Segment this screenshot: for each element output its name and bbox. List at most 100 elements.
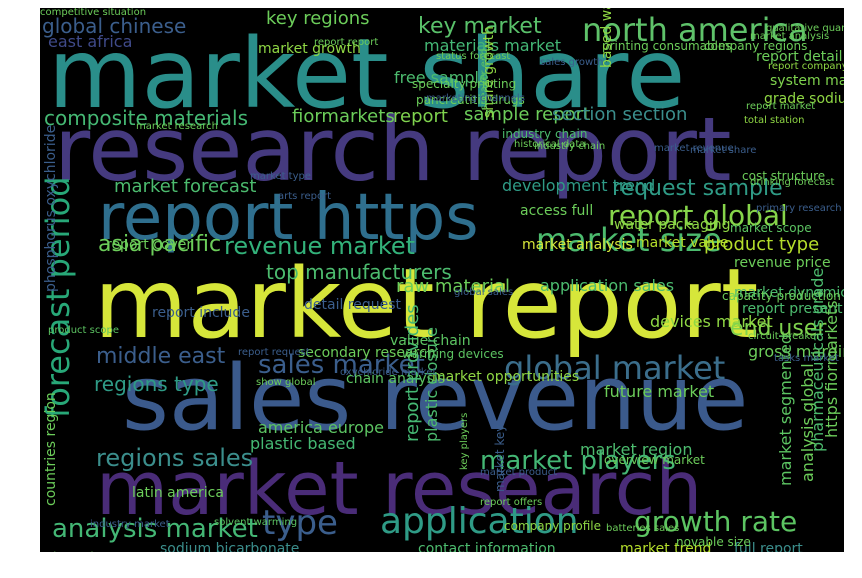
cloud-word: oxychloride market bbox=[340, 367, 437, 378]
cloud-word: global sales bbox=[454, 287, 514, 298]
cloud-word: water packaging bbox=[614, 217, 731, 233]
cloud-word: sales growth bbox=[540, 57, 604, 68]
cloud-word: grade sodium bbox=[764, 91, 844, 107]
cloud-word: market share bbox=[48, 18, 686, 130]
cloud-word: application bbox=[380, 501, 579, 542]
cloud-word: capacity production bbox=[722, 289, 841, 303]
cloud-word: market product bbox=[480, 467, 558, 478]
cloud-word: detail request bbox=[304, 297, 402, 313]
cloud-word: report company bbox=[768, 61, 844, 72]
cloud-word: qualitative quantitative bbox=[766, 23, 844, 34]
cloud-word: growth rate bbox=[634, 505, 798, 538]
cloud-word: report global bbox=[608, 199, 788, 232]
cloud-word: product scope bbox=[48, 325, 119, 336]
cloud-word: novable size bbox=[676, 535, 751, 549]
cloud-word: primary research bbox=[756, 203, 842, 214]
cloud-word: chain analysis bbox=[346, 371, 446, 387]
cloud-word: show global bbox=[256, 377, 316, 388]
cloud-word: market report bbox=[94, 248, 759, 360]
cloud-word: type bbox=[262, 503, 338, 543]
cloud-word: countries region bbox=[43, 392, 59, 506]
cloud-word: regions type bbox=[94, 372, 219, 396]
cloud-word: industry chain bbox=[534, 141, 606, 152]
cloud-word: warming devices bbox=[402, 347, 504, 361]
cloud-word: report market bbox=[746, 101, 816, 112]
cloud-word: market value bbox=[636, 235, 729, 251]
cloud-word: development trend bbox=[502, 176, 656, 195]
cloud-word: market dynamics bbox=[734, 285, 844, 301]
cloud-word: printing consumables bbox=[602, 39, 732, 53]
cloud-word: fiormarkets bbox=[292, 106, 395, 127]
cloud-word: key market bbox=[418, 14, 542, 39]
cloud-word: phosphorus oxychloride bbox=[43, 124, 59, 292]
cloud-word: request sample bbox=[612, 176, 783, 201]
word-cloud: market share research report market report… bbox=[40, 8, 844, 552]
cloud-word: pancreatitis drugs bbox=[416, 93, 525, 107]
cloud-word: report cover bbox=[106, 237, 193, 253]
cloud-word: industry chain bbox=[502, 127, 588, 141]
cloud-word: competitive situation bbox=[40, 8, 147, 18]
cloud-word: market analysis bbox=[750, 31, 830, 42]
cloud-word: secondary research bbox=[298, 345, 436, 361]
cloud-word: report bbox=[393, 106, 448, 127]
cloud-word: regions sales bbox=[96, 444, 254, 472]
cloud-word: plastic based bbox=[250, 434, 356, 453]
cloud-word: full report bbox=[734, 541, 803, 552]
cloud-word: east africa bbox=[48, 32, 133, 51]
cloud-word: report offers bbox=[480, 497, 543, 508]
cloud-word: key regions bbox=[266, 8, 370, 29]
cloud-word: batteries sales bbox=[606, 523, 680, 534]
cloud-word: market share bbox=[690, 145, 757, 156]
cloud-word: latin america bbox=[132, 485, 224, 501]
cloud-word: analysis market bbox=[52, 514, 258, 544]
cloud-word: market key bbox=[493, 424, 507, 492]
cloud-word: tasks market bbox=[774, 353, 839, 364]
cloud-word: revenue price bbox=[734, 255, 831, 271]
cloud-word: free sample bbox=[394, 68, 489, 87]
cloud-word: key players bbox=[459, 412, 470, 470]
cloud-word: future market bbox=[604, 382, 715, 401]
cloud-word: solvent warming bbox=[214, 517, 298, 528]
cloud-word: application sales bbox=[540, 276, 675, 295]
cloud-word: market revenue bbox=[654, 143, 734, 154]
cloud-word: research report bbox=[54, 98, 732, 201]
cloud-word: revenue market bbox=[224, 232, 416, 260]
cloud-word: drinking forecast bbox=[750, 177, 835, 188]
cloud-word: market players bbox=[480, 446, 676, 476]
cloud-word: market research bbox=[136, 121, 218, 132]
cloud-word: report detail bbox=[756, 49, 843, 65]
cloud-word: market type bbox=[250, 171, 312, 182]
cloud-word: https fiormarkets bbox=[822, 300, 841, 438]
cloud-word: marketing channels bbox=[426, 93, 525, 104]
cloud-word: global chinese bbox=[42, 14, 187, 38]
cloud-word: report request bbox=[238, 347, 310, 358]
cloud-word: specialty printing bbox=[412, 77, 517, 91]
cloud-word: sales revenue bbox=[122, 346, 749, 451]
cloud-word: end user bbox=[730, 316, 827, 341]
cloud-word: access full bbox=[520, 203, 594, 219]
cloud-word: global market bbox=[504, 349, 726, 387]
cloud-word: arts report bbox=[278, 191, 332, 202]
cloud-word: overview market bbox=[604, 453, 705, 467]
cloud-word: system market bbox=[770, 73, 844, 89]
cloud-word: middle east bbox=[96, 344, 226, 369]
cloud-word: report present bbox=[742, 301, 843, 317]
cloud-word: sales market bbox=[258, 350, 425, 380]
cloud-word: circuit breaker bbox=[748, 331, 821, 342]
cloud-word: industry market bbox=[90, 519, 170, 530]
cloud-word: report https bbox=[98, 181, 479, 255]
cloud-word: value chain bbox=[390, 333, 471, 349]
cloud-word: gross margin bbox=[748, 342, 844, 361]
cloud-word: market growth bbox=[258, 41, 361, 57]
cloud-word: market region bbox=[580, 440, 693, 459]
cloud-word: section section bbox=[552, 104, 688, 125]
cloud-word: company regions bbox=[704, 39, 808, 53]
cloud-word: raw material bbox=[396, 276, 511, 297]
cloud-word: cost structure bbox=[742, 169, 826, 183]
cloud-word: materials market bbox=[424, 36, 561, 55]
cloud-word: asia pacific bbox=[98, 232, 222, 257]
cloud-word: historical data bbox=[514, 139, 586, 150]
cloud-word: composite materials bbox=[44, 106, 249, 130]
cloud-word: report report bbox=[314, 37, 379, 48]
cloud-word: product type bbox=[704, 234, 820, 255]
